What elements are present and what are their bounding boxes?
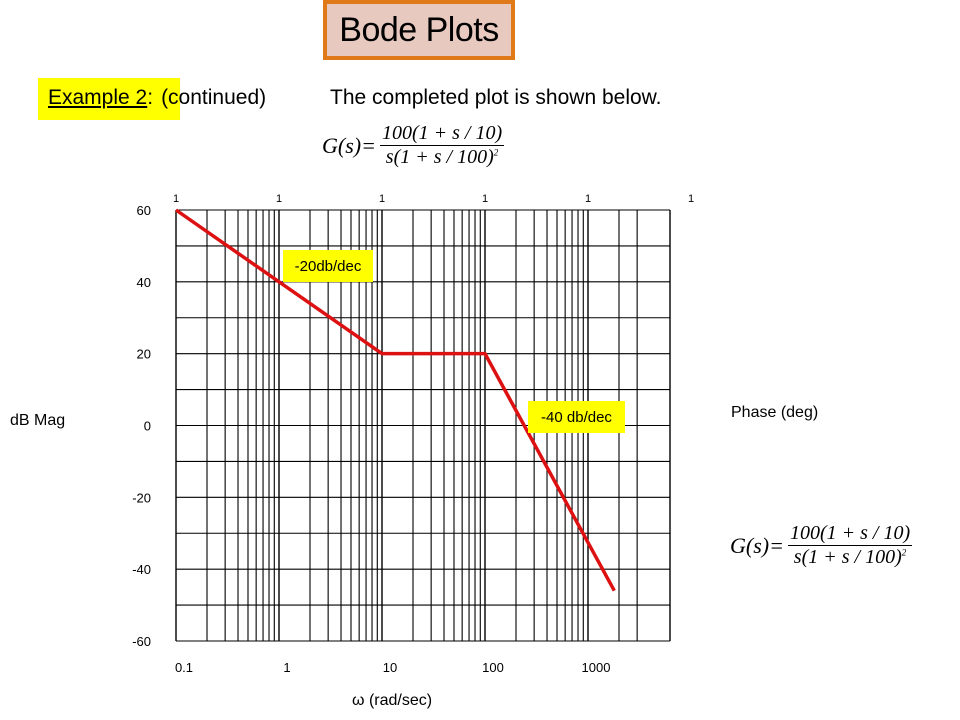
x-tick-label: 10 [383, 660, 397, 675]
formula-fraction: 100(1 + s / 10) s(1 + s / 100)2 [787, 522, 913, 569]
magnitude-series-line [174, 208, 616, 592]
y-tick-label: 0 [144, 419, 151, 434]
slope-annotation-20: -20db/dec [283, 250, 373, 282]
slope-annotation-40: -40 db/dec [528, 401, 625, 433]
x-tick-label: 1000 [582, 660, 611, 675]
top-tick-label: 1 [482, 193, 488, 205]
example-highlight [38, 78, 180, 120]
y-tick-label: -20 [132, 490, 151, 505]
x-tick-label: 1 [283, 660, 290, 675]
example-colon: : [147, 86, 154, 109]
slope-label-40: -40 db/dec [541, 408, 612, 426]
top-tick-label: 1 [379, 193, 385, 205]
continued-label: (continued) [161, 86, 267, 109]
formula-exponent: 2 [493, 147, 499, 158]
x-tick-label: 0.1 [175, 660, 193, 675]
formula-lhs: G(s)= [730, 532, 784, 558]
y-tick-label: 60 [137, 203, 151, 218]
title-box: Bode Plots [323, 0, 515, 60]
page-title: Bode Plots [339, 10, 499, 49]
y-tick-label: 20 [137, 347, 151, 362]
formula-denominator-text: s(1 + s / 100) [793, 546, 902, 568]
description-text: The completed plot is shown below. [330, 86, 662, 109]
formula-denominator: s(1 + s / 100)2 [792, 546, 908, 569]
transfer-function-top: G(s)= 100(1 + s / 10) s(1 + s / 100)2 [322, 122, 505, 169]
y-tick-label: -40 [132, 562, 151, 577]
x-axis-label: ω (rad/sec) [352, 692, 433, 709]
formula-denominator: s(1 + s / 100)2 [384, 146, 500, 169]
top-tick-label: 1 [173, 193, 179, 205]
top-tick-label: 1 [688, 193, 694, 205]
x-tick-label: 100 [482, 660, 504, 675]
formula-numerator: 100(1 + s / 10) [379, 122, 505, 146]
example-label: Example 2 [48, 86, 148, 109]
formula-exponent: 2 [901, 547, 907, 558]
y-tick-label: 40 [137, 275, 151, 290]
slope-label-20: -20db/dec [294, 257, 362, 275]
formula-fraction: 100(1 + s / 10) s(1 + s / 100)2 [379, 122, 505, 169]
formula-lhs: G(s)= [322, 132, 376, 158]
formula-denominator-text: s(1 + s / 100) [385, 146, 494, 168]
heading-line: Example 2: (continued) The completed plot… [48, 86, 662, 110]
y-axis-label: dB Mag [10, 412, 66, 429]
y-tick-label: -60 [132, 634, 151, 649]
top-tick-label: 1 [276, 193, 282, 205]
formula-numerator: 100(1 + s / 10) [787, 522, 913, 546]
phase-axis-label: Phase (deg) [731, 404, 819, 421]
top-tick-label: 1 [585, 193, 591, 205]
transfer-function-right: G(s)= 100(1 + s / 10) s(1 + s / 100)2 [730, 522, 913, 569]
